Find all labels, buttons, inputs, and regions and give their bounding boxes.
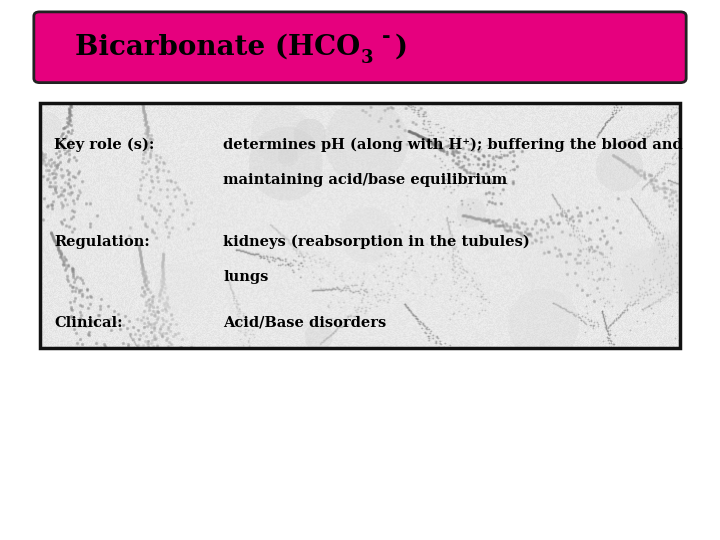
Text: Clinical:: Clinical:	[54, 316, 122, 330]
Text: 3: 3	[361, 49, 373, 67]
Text: determines pH (along with H⁺); buffering the blood and: determines pH (along with H⁺); buffering…	[223, 138, 683, 152]
Text: maintaining acid/base equilibrium: maintaining acid/base equilibrium	[223, 173, 508, 187]
Text: ): )	[395, 33, 408, 60]
Text: kidneys (reabsorption in the tubules): kidneys (reabsorption in the tubules)	[223, 235, 530, 249]
Text: lungs: lungs	[223, 270, 269, 284]
Text: Regulation:: Regulation:	[54, 235, 150, 249]
Text: Key role (s):: Key role (s):	[54, 138, 154, 152]
Text: -: -	[382, 26, 390, 46]
Text: Bicarbonate (HCO: Bicarbonate (HCO	[75, 33, 360, 60]
Text: Acid/Base disorders: Acid/Base disorders	[223, 316, 387, 330]
FancyBboxPatch shape	[34, 12, 686, 83]
